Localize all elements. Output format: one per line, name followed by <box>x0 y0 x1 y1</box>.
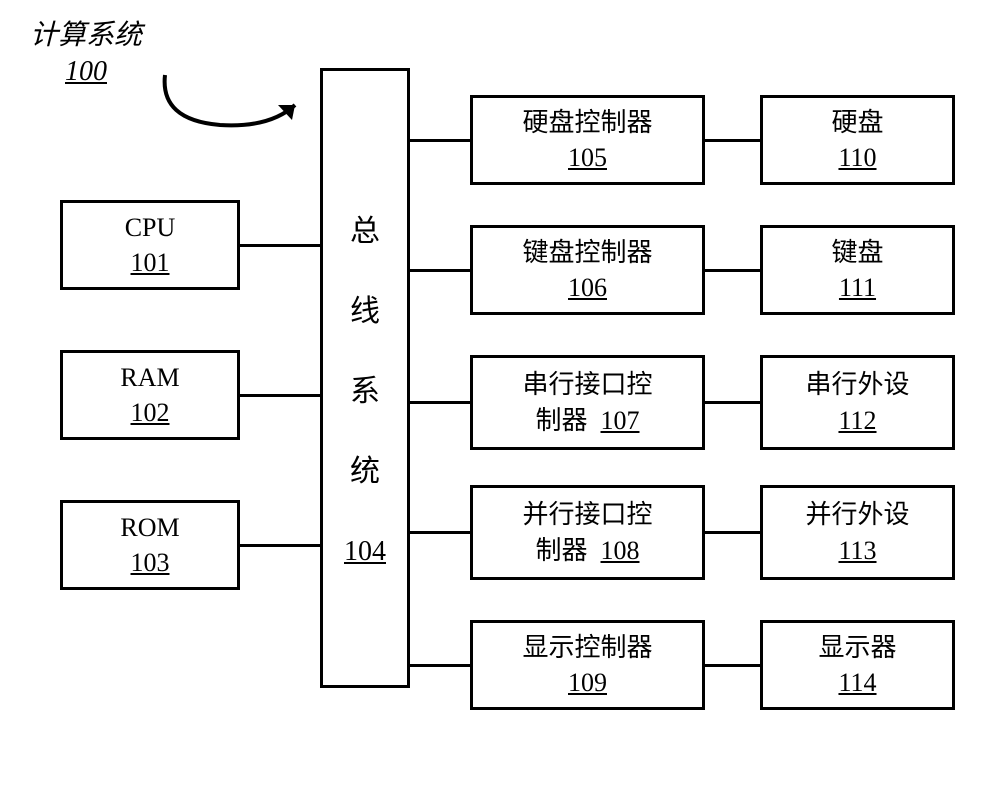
connector-bus-hdd-ctrl <box>410 139 470 142</box>
hdd-label: 硬盘 <box>831 105 883 140</box>
hdd-controller-label: 硬盘控制器 <box>522 105 652 140</box>
bus-char-1: 线 <box>350 286 380 330</box>
serial-device-number: 112 <box>838 403 876 438</box>
parallel-device-label: 并行外设 <box>805 497 909 532</box>
kbd-controller-box: 键盘控制器 106 <box>470 225 705 315</box>
bus-char-0: 总 <box>350 206 380 250</box>
connector-parallel-ctrl-dev <box>705 531 760 534</box>
kbd-label: 键盘 <box>831 235 883 270</box>
connector-hdd-ctrl-hdd <box>705 139 760 142</box>
connector-bus-kbd-ctrl <box>410 269 470 272</box>
kbd-box: 键盘 111 <box>760 225 955 315</box>
connector-display-ctrl-display <box>705 664 760 667</box>
rom-number: 103 <box>131 545 170 580</box>
serial-controller-label2: 制器 <box>535 406 587 435</box>
parallel-controller-number: 108 <box>601 536 640 565</box>
display-number: 114 <box>838 665 876 700</box>
serial-controller-box: 串行接口控 制器 107 <box>470 355 705 450</box>
display-controller-number: 109 <box>568 665 607 700</box>
hdd-controller-number: 105 <box>568 140 607 175</box>
connector-bus-serial-ctrl <box>410 401 470 404</box>
ram-number: 102 <box>131 395 170 430</box>
ram-box: RAM 102 <box>60 350 240 440</box>
cpu-box: CPU 101 <box>60 200 240 290</box>
parallel-controller-box: 并行接口控 制器 108 <box>470 485 705 580</box>
serial-controller-label1: 串行接口控 <box>522 367 652 402</box>
connector-rom-bus <box>240 544 320 547</box>
connector-bus-parallel-ctrl <box>410 531 470 534</box>
hdd-number: 110 <box>838 140 876 175</box>
display-controller-box: 显示控制器 109 <box>470 620 705 710</box>
bus-char-3: 统 <box>350 446 380 490</box>
title-label: 计算系统 <box>30 20 142 51</box>
cpu-number: 101 <box>131 245 170 280</box>
display-controller-label: 显示控制器 <box>522 630 652 665</box>
system-diagram: 计算系统 100 总 线 系 统 104 CPU 101 RAM 102 ROM… <box>0 0 1000 794</box>
bus-system-box: 总 线 系 统 104 <box>320 68 410 688</box>
connector-serial-ctrl-dev <box>705 401 760 404</box>
serial-controller-number: 107 <box>601 406 640 435</box>
ram-label: RAM <box>120 360 179 395</box>
parallel-controller-label2: 制器 <box>535 536 587 565</box>
bus-number: 104 <box>344 536 386 568</box>
rom-label: ROM <box>120 510 179 545</box>
display-box: 显示器 114 <box>760 620 955 710</box>
connector-cpu-bus <box>240 244 320 247</box>
hdd-controller-box: 硬盘控制器 105 <box>470 95 705 185</box>
kbd-controller-number: 106 <box>568 270 607 305</box>
parallel-controller-label1: 并行接口控 <box>522 497 652 532</box>
serial-device-box: 串行外设 112 <box>760 355 955 450</box>
display-label: 显示器 <box>818 630 896 665</box>
kbd-controller-label: 键盘控制器 <box>522 235 652 270</box>
bus-char-2: 系 <box>350 366 380 410</box>
connector-ram-bus <box>240 394 320 397</box>
parallel-device-number: 113 <box>838 533 876 568</box>
connector-bus-display-ctrl <box>410 664 470 667</box>
kbd-number: 111 <box>839 270 876 305</box>
parallel-device-box: 并行外设 113 <box>760 485 955 580</box>
serial-device-label: 串行外设 <box>805 367 909 402</box>
rom-box: ROM 103 <box>60 500 240 590</box>
title-number: 100 <box>30 54 142 90</box>
diagram-title: 计算系统 100 <box>30 18 142 91</box>
title-arrow <box>150 65 320 145</box>
connector-kbd-ctrl-kbd <box>705 269 760 272</box>
hdd-box: 硬盘 110 <box>760 95 955 185</box>
cpu-label: CPU <box>125 210 176 245</box>
